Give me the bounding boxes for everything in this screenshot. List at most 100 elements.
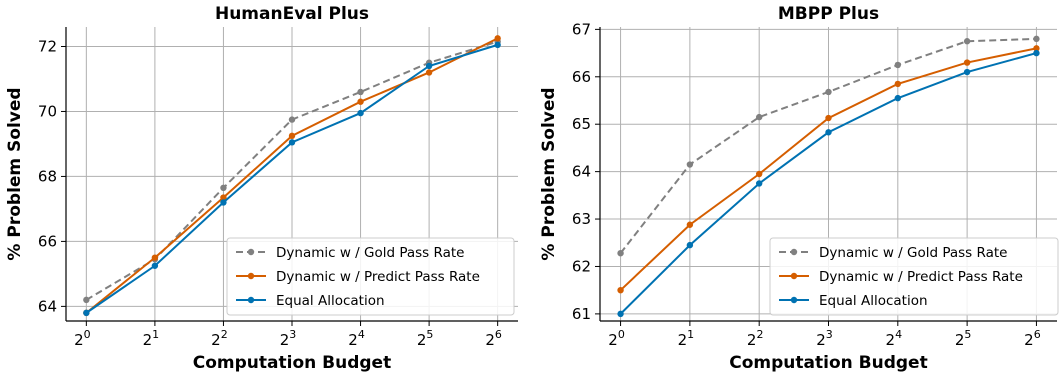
y-tick-label: 70	[38, 102, 57, 120]
data-point	[151, 262, 159, 269]
data-point	[894, 61, 902, 69]
data-point	[1033, 35, 1040, 43]
x-tick-exponent: 1	[687, 328, 694, 341]
data-point	[825, 114, 832, 122]
y-tick-label: 66	[38, 232, 57, 250]
data-point	[755, 180, 763, 187]
x-tick-base: 2	[211, 331, 221, 349]
legend-marker	[790, 296, 798, 304]
x-tick-label: 24	[886, 328, 903, 349]
y-tick-label: 68	[38, 167, 57, 185]
legend-label: Equal Allocation	[276, 293, 385, 309]
x-tick-exponent: 5	[964, 328, 971, 341]
x-tick-label: 21	[143, 328, 160, 349]
data-point	[494, 35, 501, 42]
legend-marker	[790, 272, 798, 280]
series-2	[83, 41, 501, 317]
x-tick-label: 26	[1024, 328, 1041, 349]
x-tick-base: 2	[955, 331, 965, 349]
y-tick-label: 66	[572, 68, 591, 86]
data-point	[1033, 45, 1040, 52]
x-tick-base: 2	[747, 331, 757, 349]
data-point	[963, 38, 971, 45]
chart-title: MBPP Plus	[778, 4, 879, 24]
y-tick-label: 67	[572, 20, 591, 38]
x-tick-base: 2	[886, 331, 896, 349]
data-point	[83, 296, 90, 304]
data-point	[825, 88, 832, 96]
x-tick-label: 23	[280, 328, 297, 349]
y-axis-label: % Problem Solved	[5, 87, 25, 260]
data-point	[425, 62, 433, 70]
x-tick-label: 21	[678, 328, 695, 349]
legend-box	[226, 237, 515, 316]
x-tick-base: 2	[678, 331, 688, 349]
x-tick-exponent: 3	[289, 328, 296, 341]
series-0	[617, 35, 1040, 257]
data-point	[963, 68, 971, 76]
x-tick-label: 25	[955, 328, 972, 349]
x-tick-base: 2	[1024, 331, 1034, 349]
data-point	[894, 94, 902, 102]
x-tick-base: 2	[417, 331, 427, 349]
y-tick-label: 64	[572, 163, 591, 181]
data-point	[617, 310, 624, 318]
data-point	[83, 309, 90, 317]
x-tick-base: 2	[816, 331, 826, 349]
x-tick-label: 22	[747, 328, 764, 349]
data-point	[755, 170, 763, 178]
data-point	[617, 286, 624, 294]
legend-box	[769, 237, 1059, 316]
y-axis-label: % Problem Solved	[539, 87, 559, 260]
data-point	[686, 221, 694, 228]
data-point	[686, 161, 694, 168]
x-tick-label: 22	[211, 328, 228, 349]
legend-label: Dynamic w / Predict Pass Rate	[819, 269, 1023, 285]
x-tick-label: 23	[816, 328, 833, 349]
legend-label: Dynamic w / Predict Pass Rate	[276, 269, 480, 285]
data-point	[686, 241, 694, 249]
x-axis-label: Computation Budget	[193, 353, 391, 373]
legend: Dynamic w / Gold Pass Rate Dynamic w / Pr…	[226, 237, 515, 316]
legend-marker	[247, 296, 255, 304]
data-point	[220, 194, 227, 201]
y-tick-label: 61	[572, 305, 591, 323]
x-tick-base: 2	[143, 331, 153, 349]
legend-marker	[790, 248, 798, 256]
data-point	[425, 69, 433, 76]
x-tick-exponent: 6	[495, 328, 502, 341]
x-axis-label: Computation Budget	[729, 353, 927, 373]
data-point	[220, 184, 227, 192]
data-point	[288, 132, 296, 140]
x-tick-exponent: 6	[1034, 328, 1041, 341]
legend: Dynamic w / Gold Pass Rate Dynamic w / Pr…	[769, 237, 1059, 316]
y-tick-label: 64	[38, 297, 57, 315]
data-point	[151, 254, 159, 261]
data-point	[357, 88, 364, 96]
x-tick-exponent: 4	[358, 328, 365, 341]
data-point	[1033, 49, 1040, 57]
y-tick-label: 72	[38, 37, 57, 55]
x-tick-base: 2	[485, 331, 495, 349]
data-point	[825, 129, 832, 136]
x-tick-label: 25	[417, 328, 434, 349]
x-tick-exponent: 0	[84, 328, 91, 341]
x-tick-label: 20	[608, 328, 625, 349]
x-tick-base: 2	[74, 331, 84, 349]
legend-marker	[247, 272, 255, 280]
data-point	[288, 139, 296, 146]
series-2	[617, 49, 1040, 318]
series-1	[617, 45, 1040, 294]
data-point	[894, 80, 902, 88]
data-point	[357, 98, 364, 105]
x-tick-base: 2	[280, 331, 290, 349]
legend-label: Dynamic w / Gold Pass Rate	[276, 245, 464, 261]
x-tick-exponent: 2	[221, 328, 228, 341]
y-tick-label: 65	[572, 115, 591, 133]
data-point	[494, 41, 501, 49]
legend-label: Equal Allocation	[819, 293, 928, 309]
